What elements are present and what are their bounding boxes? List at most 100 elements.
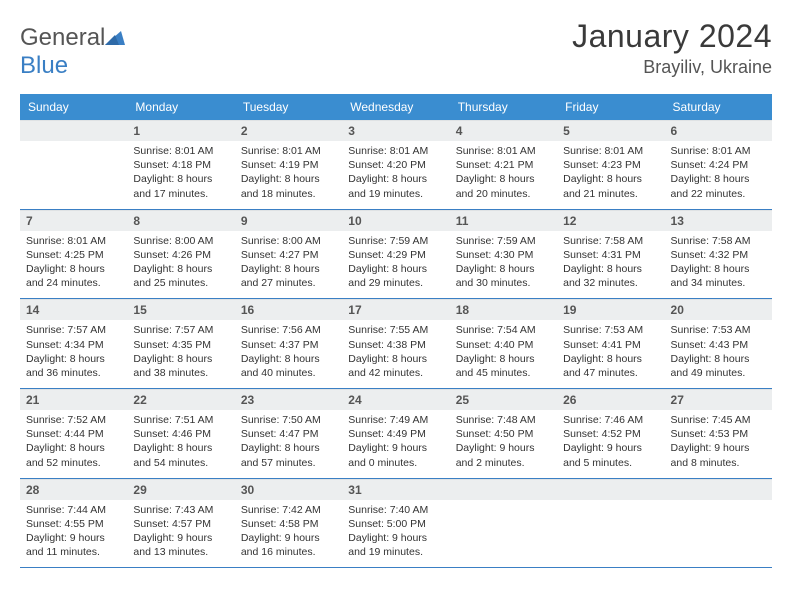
sunrise-line: Sunrise: 7:52 AM [26, 414, 106, 426]
day-body: Sunrise: 7:42 AMSunset: 4:58 PMDaylight:… [235, 500, 342, 568]
day-cell-24: 24Sunrise: 7:49 AMSunset: 4:49 PMDayligh… [342, 389, 449, 479]
sunrise-line: Sunrise: 7:46 AM [563, 414, 643, 426]
day-cell-18: 18Sunrise: 7:54 AMSunset: 4:40 PMDayligh… [450, 299, 557, 389]
day-cell-27: 27Sunrise: 7:45 AMSunset: 4:53 PMDayligh… [665, 389, 772, 479]
day-number: 18 [450, 299, 557, 320]
sunrise-line: Sunrise: 8:01 AM [456, 145, 536, 157]
day-body: Sunrise: 7:46 AM Sunset: 4:52 PM Daylight:… [557, 410, 664, 478]
day-body: Sunrise: 7:58 AMSunset: 4:31 PMDaylight:… [557, 231, 664, 299]
day-body: Sunrise: 8:01 AMSunset: 4:18 PMDaylight:… [127, 141, 234, 209]
day-number: 10 [342, 210, 449, 231]
day-number: 15 [127, 299, 234, 320]
day-body: Sunrise: 8:00 AMSunset: 4:27 PMDaylight:… [235, 231, 342, 299]
daylight-line: Daylight: 8 hours and 29 minutes. [348, 263, 427, 289]
sunrise-line: Sunrise: 7:58 AM [671, 235, 751, 247]
day-number: 1 [127, 120, 234, 141]
day-body-empty [665, 500, 772, 560]
daylight-line: Daylight: 8 hours and 20 minutes. [456, 173, 535, 199]
day-cell-6: 6Sunrise: 8:01 AMSunset: 4:24 PMDaylight… [665, 120, 772, 209]
sunrise-line: Sunrise: 7:53 AM [563, 324, 643, 336]
daylight-line: Daylight: 8 hours and 47 minutes. [563, 353, 642, 379]
day-number: 16 [235, 299, 342, 320]
day-cell-10: 10Sunrise: 7:59 AMSunset: 4:29 PMDayligh… [342, 209, 449, 299]
page-title: January 2024 [572, 18, 772, 55]
daylight-line: Daylight: 8 hours and 45 minutes. [456, 353, 535, 379]
day-header-row: SundayMondayTuesdayWednesdayThursdayFrid… [20, 94, 772, 120]
day-body: Sunrise: 7:57 AMSunset: 4:34 PMDaylight:… [20, 320, 127, 388]
daylight-line: Daylight: 8 hours and 32 minutes. [563, 263, 642, 289]
sunset-line: Sunset: 4:25 PM [26, 249, 104, 261]
day-header-tuesday: Tuesday [235, 94, 342, 120]
day-body-empty [450, 500, 557, 560]
sunset-line: Sunset: 4:52 PM [563, 428, 641, 440]
day-cell-2: 2Sunrise: 8:01 AMSunset: 4:19 PMDaylight… [235, 120, 342, 209]
sunset-line: Sunset: 4:32 PM [671, 249, 749, 261]
day-header-thursday: Thursday [450, 94, 557, 120]
sunrise-line: Sunrise: 7:51 AM [133, 414, 213, 426]
day-cell-28: 28Sunrise: 7:44 AMSunset: 4:55 PMDayligh… [20, 478, 127, 568]
day-body: Sunrise: 8:01 AM Sunset: 4:25 PM Daylight:… [20, 231, 127, 299]
day-body-empty [20, 141, 127, 201]
day-body-empty [557, 500, 664, 560]
daylight-line: Daylight: 8 hours and 25 minutes. [133, 263, 212, 289]
sunrise-line: Sunrise: 7:59 AM [348, 235, 428, 247]
sunrise-line: Sunrise: 7:58 AM [563, 235, 643, 247]
daylight-line: Daylight: 9 hours and 8 minutes. [671, 442, 750, 468]
daylight-line: Daylight: 8 hours and 17 minutes. [133, 173, 212, 199]
day-number: 30 [235, 479, 342, 500]
day-body: Sunrise: 8:01 AMSunset: 4:19 PMDaylight:… [235, 141, 342, 209]
day-number-empty [450, 479, 557, 500]
daylight-line: Daylight: 9 hours and 16 minutes. [241, 532, 320, 558]
day-cell-19: 19Sunrise: 7:53 AMSunset: 4:41 PMDayligh… [557, 299, 664, 389]
day-number: 26 [557, 389, 664, 410]
day-header-friday: Friday [557, 94, 664, 120]
sunrise-line: Sunrise: 7:42 AM [241, 504, 321, 516]
day-number: 19 [557, 299, 664, 320]
sunrise-line: Sunrise: 8:01 AM [241, 145, 321, 157]
day-body: Sunrise: 7:45 AMSunset: 4:53 PMDaylight:… [665, 410, 772, 478]
sunrise-line: Sunrise: 8:01 AM [348, 145, 428, 157]
day-cell-7: 7 Sunrise: 8:01 AM Sunset: 4:25 PM Daylight… [20, 209, 127, 299]
day-body: Sunrise: 7:59 AMSunset: 4:29 PMDaylight:… [342, 231, 449, 299]
daylight-line: Daylight: 8 hours and 34 minutes. [671, 263, 750, 289]
sunset-line: Sunset: 4:23 PM [563, 159, 641, 171]
sunrise-line: Sunrise: 8:01 AM [26, 235, 106, 247]
daylight-line: Daylight: 9 hours and 0 minutes. [348, 442, 427, 468]
day-body: Sunrise: 7:53 AMSunset: 4:43 PMDaylight:… [665, 320, 772, 388]
sunrise-line: Sunrise: 7:53 AM [671, 324, 751, 336]
sunrise-line: Sunrise: 7:45 AM [671, 414, 751, 426]
day-cell-29: 29Sunrise: 7:43 AMSunset: 4:57 PMDayligh… [127, 478, 234, 568]
day-number: 29 [127, 479, 234, 500]
day-number: 13 [665, 210, 772, 231]
sunset-line: Sunset: 4:35 PM [133, 339, 211, 351]
day-number: 9 [235, 210, 342, 231]
daylight-line: Daylight: 8 hours and 54 minutes. [133, 442, 212, 468]
daylight-line: Daylight: 9 hours and 5 minutes. [563, 442, 642, 468]
header: General Blue January 2024 Brayiliv, Ukra… [20, 18, 772, 80]
daylight-line: Daylight: 8 hours and 49 minutes. [671, 353, 750, 379]
day-cell-4: 4Sunrise: 8:01 AMSunset: 4:21 PMDaylight… [450, 120, 557, 209]
daylight-line: Daylight: 8 hours and 36 minutes. [26, 353, 105, 379]
day-number: 12 [557, 210, 664, 231]
daylight-line: Daylight: 8 hours and 24 minutes. [26, 263, 105, 289]
sunset-line: Sunset: 5:00 PM [348, 518, 426, 530]
day-number: 2 [235, 120, 342, 141]
sunrise-line: Sunrise: 8:00 AM [133, 235, 213, 247]
daylight-line: Daylight: 8 hours and 22 minutes. [671, 173, 750, 199]
day-number-empty [20, 120, 127, 141]
daylight-line: Daylight: 8 hours and 21 minutes. [563, 173, 642, 199]
day-body: Sunrise: 7:56 AMSunset: 4:37 PMDaylight:… [235, 320, 342, 388]
day-number: 14 [20, 299, 127, 320]
day-header-wednesday: Wednesday [342, 94, 449, 120]
day-number: 5 [557, 120, 664, 141]
day-number: 7 [20, 210, 127, 231]
daylight-line: Daylight: 8 hours and 57 minutes. [241, 442, 320, 468]
sunset-line: Sunset: 4:30 PM [456, 249, 534, 261]
day-body: Sunrise: 7:48 AMSunset: 4:50 PMDaylight:… [450, 410, 557, 478]
day-body: Sunrise: 7:50 AMSunset: 4:47 PMDaylight:… [235, 410, 342, 478]
sunset-line: Sunset: 4:34 PM [26, 339, 104, 351]
title-block: January 2024 Brayiliv, Ukraine [572, 18, 772, 78]
day-cell-11: 11Sunrise: 7:59 AMSunset: 4:30 PMDayligh… [450, 209, 557, 299]
sunrise-line: Sunrise: 7:57 AM [133, 324, 213, 336]
sunset-line: Sunset: 4:46 PM [133, 428, 211, 440]
